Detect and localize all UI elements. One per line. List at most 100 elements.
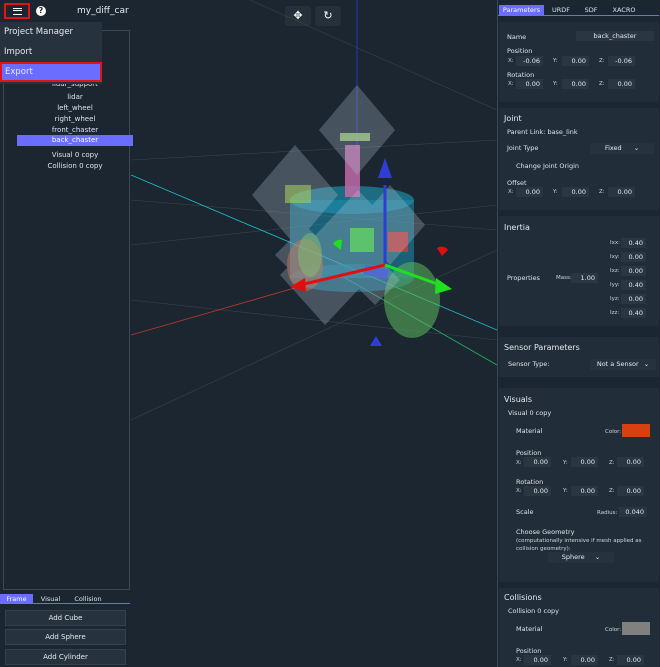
chevron-down-icon: ⌄ — [594, 553, 601, 561]
sensor-type-select[interactable]: Not a Sensor ⌄ — [590, 359, 656, 370]
right-tab-divider — [498, 15, 659, 16]
iyy-label: Iyy: — [610, 282, 620, 288]
mass-field[interactable]: 1.00 — [571, 273, 598, 283]
ixy-label: Ixy: — [610, 254, 620, 260]
geometry-value: Sphere — [561, 553, 585, 561]
visual-position-z-field[interactable]: 0.00 — [617, 457, 644, 467]
joint-title: Joint — [504, 114, 522, 123]
rotation-x-field[interactable]: 0.00 — [516, 79, 543, 89]
visual-name: Visual 0 copy — [508, 409, 552, 417]
iyy-field[interactable]: 0.40 — [621, 280, 646, 290]
collision-name: Collision 0 copy — [508, 607, 560, 615]
offset-z-field[interactable]: 0.00 — [608, 187, 635, 197]
tab-parameters[interactable]: Parameters — [499, 5, 544, 15]
z-label: Z: — [609, 657, 615, 663]
tree-item[interactable]: Collision 0 copy — [47, 162, 103, 170]
choose-geometry-label: Choose Geometry — [516, 528, 575, 536]
material-label: Material — [516, 427, 543, 435]
menu-item-export[interactable]: Export — [0, 62, 102, 82]
collision-position-x-field[interactable]: 0.00 — [524, 655, 551, 665]
rotation-z-field[interactable]: 0.00 — [608, 79, 635, 89]
project-title: my_diff_car — [77, 6, 129, 16]
tree-item[interactable]: left_wheel — [57, 104, 93, 112]
visual-position-label: Position — [516, 449, 542, 457]
tree-item[interactable]: Visual 0 copy — [51, 151, 99, 159]
add-cylinder-button[interactable]: Add Cylinder — [5, 649, 126, 665]
tab-urdf[interactable]: URDF — [551, 6, 571, 14]
visual-rotation-label: Rotation — [516, 478, 544, 486]
sensor-title: Sensor Parameters — [504, 343, 580, 352]
position-z-field[interactable]: -0.06 — [608, 56, 635, 66]
add-sphere-button[interactable]: Add Sphere — [5, 629, 126, 645]
tab-xacro[interactable]: XACRO — [612, 6, 636, 14]
robot-model — [285, 133, 440, 338]
mass-label: Mass: — [556, 275, 572, 281]
y-label: Y: — [563, 488, 568, 494]
x-label: X: — [516, 657, 522, 663]
move-tool-button[interactable]: ✥ — [285, 6, 311, 26]
tree-item[interactable]: front_chaster — [51, 126, 99, 134]
change-joint-origin-button[interactable]: Change Joint Origin — [516, 162, 580, 170]
ixx-field[interactable]: 0.40 — [621, 238, 646, 248]
y-label: Y: — [553, 189, 558, 195]
z-label: Z: — [599, 58, 605, 64]
chevron-down-icon: ⌄ — [633, 144, 640, 152]
position-x-field[interactable]: -0.06 — [516, 56, 543, 66]
position-y-field[interactable]: 0.00 — [562, 56, 589, 66]
tab-divider — [0, 603, 130, 604]
sensor-type-label: Sensor Type: — [508, 360, 550, 368]
properties-label: Properties — [507, 274, 540, 282]
menu-item-import[interactable]: Import — [4, 47, 33, 57]
collisions-title: Collisions — [504, 593, 542, 602]
add-cube-button[interactable]: Add Cube — [5, 610, 126, 626]
visual-rotation-x-field[interactable]: 0.00 — [524, 486, 551, 496]
selection-diamonds — [252, 85, 425, 325]
visual-position-x-field[interactable]: 0.00 — [524, 457, 551, 467]
tab-collision[interactable]: Collision — [74, 595, 102, 603]
tree-item[interactable]: lidar — [67, 93, 83, 101]
menu-item-project-manager[interactable]: Project Manager — [4, 27, 74, 37]
y-label: Y: — [553, 58, 558, 64]
position-label: Position — [507, 47, 533, 55]
3d-viewport[interactable] — [131, 0, 497, 667]
tree-item-selected[interactable]: back_chaster — [17, 135, 133, 146]
ixy-field[interactable]: 0.00 — [621, 252, 646, 262]
z-label: Z: — [599, 81, 605, 87]
visual-color-swatch[interactable] — [622, 424, 650, 437]
offset-x-field[interactable]: 0.00 — [516, 187, 543, 197]
visual-position-y-field[interactable]: 0.00 — [571, 457, 598, 467]
visual-rotation-z-field[interactable]: 0.00 — [617, 486, 644, 496]
collision-position-label: Position — [516, 647, 542, 655]
visual-rotation-y-field[interactable]: 0.00 — [571, 486, 598, 496]
transform-gizmo[interactable] — [290, 158, 452, 346]
link-tree-panel: lidar_support lidar left_wheel right_whe… — [3, 30, 133, 590]
name-field[interactable]: back_chaster — [576, 31, 654, 41]
joint-type-select[interactable]: Fixed ⌄ — [590, 143, 654, 154]
tab-frame[interactable]: Frame — [0, 594, 33, 604]
scale-label: Scale — [516, 508, 534, 516]
geometry-note: (computationally intensive if mesh appli… — [516, 538, 642, 552]
iyz-field[interactable]: 0.00 — [621, 294, 646, 304]
rotation-y-field[interactable]: 0.00 — [562, 79, 589, 89]
z-label: Z: — [599, 189, 605, 195]
refresh-button[interactable]: ↻ — [315, 6, 341, 26]
collision-color-swatch[interactable] — [622, 622, 650, 635]
sensor-type-value: Not a Sensor — [596, 360, 639, 368]
refresh-icon: ↻ — [323, 9, 333, 22]
radius-field[interactable]: 0.040 — [619, 507, 647, 517]
joint-type-value: Fixed — [604, 144, 622, 152]
name-label: Name — [507, 33, 527, 41]
offset-y-field[interactable]: 0.00 — [562, 187, 589, 197]
tab-sdf[interactable]: SDF — [584, 6, 598, 14]
geometry-select[interactable]: Sphere ⌄ — [548, 552, 614, 563]
tree-item[interactable]: lidar_support — [52, 80, 98, 88]
y-label: Y: — [563, 460, 568, 466]
ixz-field[interactable]: 0.00 — [621, 266, 646, 276]
tab-visual[interactable]: Visual — [40, 595, 61, 603]
collision-position-z-field[interactable]: 0.00 — [617, 655, 644, 665]
tree-item[interactable]: right_wheel — [54, 115, 96, 123]
collision-position-y-field[interactable]: 0.00 — [571, 655, 598, 665]
izz-field[interactable]: 0.40 — [621, 308, 646, 318]
menu-button[interactable] — [4, 3, 30, 19]
help-icon[interactable]: ? — [36, 6, 46, 16]
